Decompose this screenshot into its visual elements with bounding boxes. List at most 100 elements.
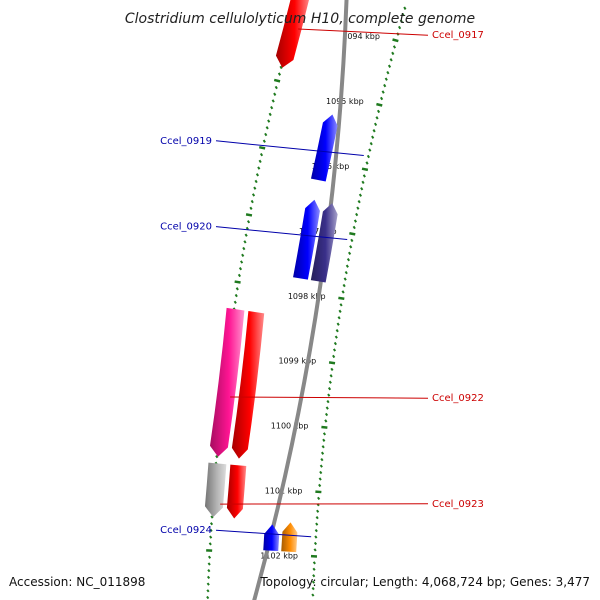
outer-minor-tick <box>234 293 238 298</box>
inner-minor-tick <box>355 212 359 217</box>
inner-minor-tick <box>399 19 403 23</box>
inner-minor-tick <box>344 270 348 275</box>
inner-minor-tick <box>318 483 322 488</box>
inner-minor-tick <box>324 412 329 417</box>
inner-minor-tick <box>346 258 351 262</box>
inner-minor-tick <box>313 548 317 552</box>
inner-minor-tick <box>312 567 316 571</box>
inner-major-tick <box>321 425 328 429</box>
inner-minor-tick <box>339 303 343 307</box>
inner-minor-tick <box>313 541 318 546</box>
inner-major-tick <box>338 296 345 301</box>
outer-minor-tick <box>270 105 274 110</box>
inner-major-tick <box>361 167 369 172</box>
outer-minor-tick <box>242 246 246 251</box>
gene-label: Ccel_0920 <box>160 222 212 233</box>
outer-minor-tick <box>251 193 256 197</box>
outer-minor-tick <box>250 199 254 204</box>
outer-minor-tick <box>237 273 241 278</box>
inner-minor-tick <box>335 329 339 333</box>
gene-feature-blue <box>310 114 338 182</box>
gene-feature-red <box>226 464 247 519</box>
outer-minor-tick <box>277 72 282 76</box>
inner-minor-tick <box>320 451 325 455</box>
inner-minor-tick <box>357 200 361 204</box>
gene-feature-red <box>275 0 309 68</box>
topology-summary: Topology: circular; Length: 4,068,724 bp… <box>259 575 590 589</box>
inner-minor-tick <box>362 174 366 178</box>
outer-minor-tick <box>249 206 253 211</box>
inner-minor-tick <box>383 83 387 88</box>
gene-label-leader <box>215 226 348 241</box>
inner-minor-tick <box>360 187 364 191</box>
inner-minor-tick <box>338 309 342 313</box>
inner-minor-tick <box>361 180 365 185</box>
outer-minor-tick <box>244 233 248 237</box>
inner-minor-tick <box>342 283 346 288</box>
inner-minor-tick <box>376 109 381 114</box>
inner-minor-tick <box>369 141 373 146</box>
outer-minor-tick <box>208 542 212 546</box>
outer-minor-tick <box>255 173 260 177</box>
gene-feature-grey <box>204 462 227 518</box>
outer-minor-tick <box>246 220 251 224</box>
inner-minor-tick <box>330 367 334 372</box>
outer-minor-tick <box>206 595 210 600</box>
inner-major-tick <box>328 361 336 365</box>
inner-minor-tick <box>317 496 321 500</box>
outer-minor-tick <box>268 112 272 117</box>
inner-minor-tick <box>318 477 322 481</box>
inner-minor-tick <box>319 464 323 468</box>
outer-minor-tick <box>210 515 214 519</box>
gene-feature-blue <box>263 524 280 552</box>
inner-minor-tick <box>368 148 372 152</box>
inner-minor-tick <box>392 45 397 49</box>
inner-minor-tick <box>334 335 338 339</box>
inner-minor-tick <box>348 251 352 255</box>
outer-minor-tick <box>209 528 213 533</box>
inner-minor-tick <box>314 535 318 539</box>
outer-minor-tick <box>267 119 271 123</box>
inner-minor-tick <box>320 457 324 462</box>
outer-minor-tick <box>253 186 257 190</box>
gene-label-leader <box>230 396 429 399</box>
inner-minor-tick <box>311 580 315 584</box>
outer-minor-tick <box>206 575 211 580</box>
outer-minor-tick <box>209 535 213 539</box>
inner-minor-tick <box>386 71 390 75</box>
accession-text: Accession: NC_011898 <box>9 575 145 589</box>
inner-minor-tick <box>353 219 358 223</box>
map-title: Clostridium cellulolyticum H10, complete… <box>125 11 475 27</box>
inner-minor-tick <box>312 561 316 565</box>
outer-minor-tick <box>274 85 278 90</box>
inner-minor-tick <box>314 528 318 533</box>
inner-minor-tick <box>312 574 316 578</box>
inner-minor-tick <box>332 348 337 352</box>
scale-tick-label: 1098 kbp <box>288 292 326 301</box>
gene-feature-pink <box>209 307 245 457</box>
outer-minor-tick <box>254 179 258 184</box>
inner-minor-tick <box>332 354 336 359</box>
inner-minor-tick <box>322 432 327 436</box>
inner-minor-tick <box>327 387 332 391</box>
outer-minor-tick <box>241 253 245 257</box>
gene-label: Ccel_0919 <box>160 136 212 147</box>
scale-tick-label: 1095 kbp <box>326 97 364 106</box>
outer-minor-tick <box>207 562 211 566</box>
outer-minor-tick <box>240 260 244 264</box>
inner-minor-tick <box>401 12 405 17</box>
inner-minor-tick <box>356 206 360 210</box>
inner-minor-tick <box>366 154 371 159</box>
inner-minor-tick <box>365 161 369 165</box>
gene-label-leader <box>215 140 364 157</box>
inner-minor-tick <box>350 238 354 243</box>
inner-minor-tick <box>373 122 378 127</box>
inner-minor-tick <box>329 374 333 378</box>
gene-label-layer: Ccel_0917 Ccel_0919 Ccel_0920 Ccel_0922 Ccel… <box>160 28 484 538</box>
outer-minor-tick <box>259 152 264 157</box>
inner-minor-tick <box>352 225 356 230</box>
gene-label: Ccel_0924 <box>160 525 212 536</box>
inner-minor-tick <box>380 96 384 101</box>
outer-minor-tick <box>264 132 268 137</box>
